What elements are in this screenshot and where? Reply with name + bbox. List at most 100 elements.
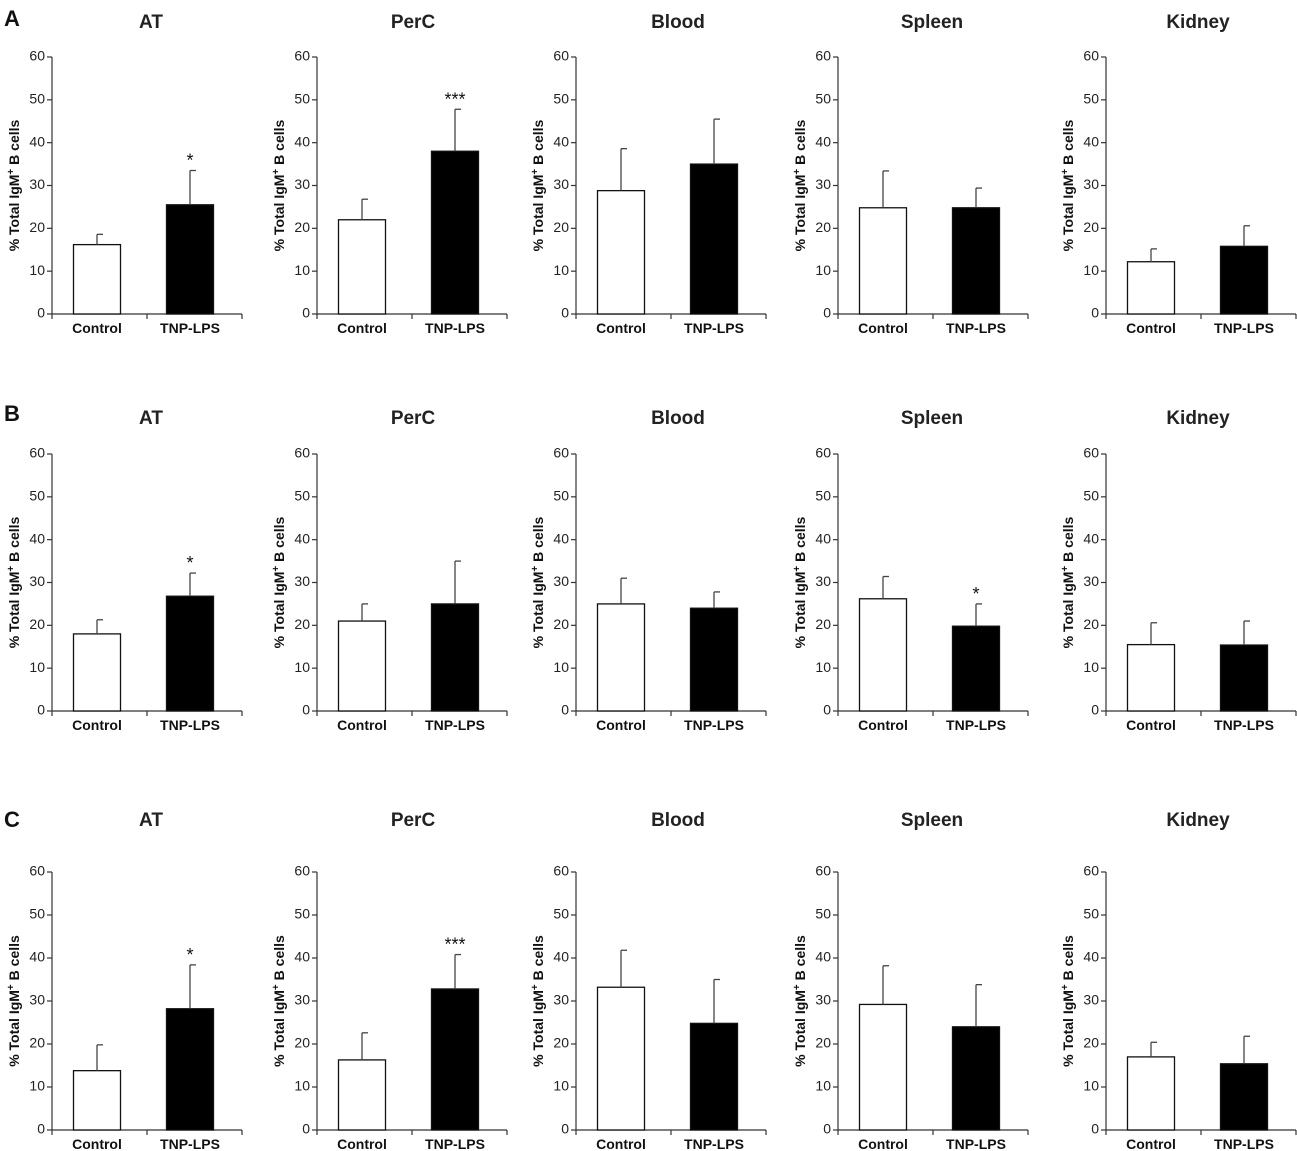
y-axis-label: % Total IgM+ B cells — [271, 516, 287, 648]
category-label-tnp-lps: TNP-LPS — [1214, 320, 1274, 336]
y-tick-label: 10 — [553, 262, 569, 278]
y-tick-label: 40 — [294, 133, 310, 149]
y-tick-label: 20 — [1083, 219, 1099, 235]
y-tick-label: 50 — [815, 906, 831, 922]
y-axis-label-suffix: B cells — [1060, 516, 1076, 565]
chart-b-perc: PerC 0 10 20 30 40 50 60 % Total IgM+ B cells Con… — [271, 408, 508, 733]
y-tick-label: 30 — [29, 992, 45, 1008]
y-axis-label-superscript: + — [530, 169, 541, 175]
y-tick-label: 40 — [1083, 133, 1099, 149]
y-tick-label: 30 — [553, 176, 569, 192]
chart-title: AT — [139, 408, 163, 429]
y-tick-label: 0 — [37, 702, 45, 718]
category-label-tnp-lps: TNP-LPS — [684, 717, 744, 733]
y-axis-label-superscript: + — [530, 566, 541, 572]
y-axis-label-suffix: B cells — [530, 119, 546, 168]
y-axis-label-text: % Total IgM — [6, 572, 22, 649]
y-tick-label: 20 — [553, 616, 569, 632]
chart-c-perc: PerC 0 10 20 30 40 50 60 % Total IgM+ B cells Con… — [271, 810, 508, 1151]
y-axis-label: % Total IgM+ B cells — [792, 935, 808, 1067]
y-tick-label: 40 — [294, 530, 310, 546]
bar-control — [72, 243, 122, 315]
category-label-tnp-lps: TNP-LPS — [684, 1136, 744, 1151]
y-tick-label: 30 — [294, 176, 310, 192]
bar-control — [1126, 643, 1176, 712]
category-label-tnp-lps: TNP-LPS — [1214, 1136, 1274, 1151]
chart-title: Spleen — [901, 810, 963, 831]
category-label-control: Control — [72, 717, 122, 733]
chart-c-kidney: Kidney 0 10 20 30 40 50 60 % Total IgM+ B cells C… — [1060, 810, 1297, 1151]
y-tick-label: 40 — [29, 530, 45, 546]
bar-control — [596, 189, 646, 315]
bar-tnp-lps — [165, 595, 215, 712]
chart-title: AT — [139, 810, 163, 831]
panel-letter-b: B — [4, 401, 20, 426]
y-axis-label-superscript: + — [530, 984, 541, 990]
y-axis-label: % Total IgM+ B cells — [792, 516, 808, 648]
y-tick-label: 10 — [1083, 262, 1099, 278]
y-tick-label: 10 — [815, 659, 831, 675]
y-tick-label: 10 — [294, 1078, 310, 1094]
y-tick-label: 0 — [1091, 305, 1099, 321]
chart-a-blood: Blood 0 10 20 30 40 50 60 % Total IgM+ B cells Co… — [530, 12, 767, 336]
y-tick-label: 50 — [815, 488, 831, 504]
bar-tnp-lps — [430, 150, 480, 315]
y-tick-label: 30 — [294, 992, 310, 1008]
y-axis-label-suffix: B cells — [792, 119, 808, 168]
y-tick-label: 50 — [29, 91, 45, 107]
category-label-control: Control — [858, 320, 908, 336]
bar-tnp-lps — [165, 1008, 215, 1131]
y-axis-label: % Total IgM+ B cells — [271, 119, 287, 251]
category-label-control: Control — [858, 717, 908, 733]
bar-tnp-lps — [689, 607, 739, 712]
panel-letter-c: C — [4, 807, 20, 832]
y-axis-label: % Total IgM+ B cells — [792, 119, 808, 251]
y-tick-label: 20 — [815, 219, 831, 235]
chart-title: Spleen — [901, 408, 963, 429]
chart-title: AT — [139, 12, 163, 33]
bar-control — [1126, 1056, 1176, 1131]
y-tick-label: 0 — [302, 1121, 310, 1137]
y-tick-label: 60 — [294, 445, 310, 461]
y-tick-label: 30 — [553, 992, 569, 1008]
category-label-control: Control — [1126, 320, 1176, 336]
chart-title: Blood — [651, 12, 705, 33]
y-axis-label-text: % Total IgM — [271, 572, 287, 649]
y-tick-label: 0 — [823, 702, 831, 718]
category-label-control: Control — [337, 717, 387, 733]
bar-control — [596, 603, 646, 712]
y-axis-label-suffix: B cells — [530, 935, 546, 984]
y-axis-label-superscript: + — [1060, 566, 1071, 572]
category-label-control: Control — [596, 1136, 646, 1151]
y-axis-label-text: % Total IgM — [6, 175, 22, 252]
y-tick-label: 10 — [294, 659, 310, 675]
chart-a-at: AT 0 10 20 30 40 50 60 % Total IgM+ B cells Contr… — [6, 12, 243, 336]
y-tick-label: 30 — [294, 573, 310, 589]
y-axis-label-text: % Total IgM — [1060, 572, 1076, 649]
bar-control — [1126, 261, 1176, 315]
y-axis-label-text: % Total IgM — [271, 175, 287, 252]
y-axis-label-suffix: B cells — [6, 935, 22, 984]
bar-control — [72, 633, 122, 712]
bar-control — [337, 219, 387, 315]
y-axis-label-suffix: B cells — [271, 935, 287, 984]
y-tick-label: 20 — [553, 1035, 569, 1051]
y-axis-label-suffix: B cells — [530, 516, 546, 565]
y-tick-label: 60 — [553, 863, 569, 879]
y-tick-label: 50 — [29, 488, 45, 504]
y-axis-label-text: % Total IgM — [530, 990, 546, 1067]
category-label-control: Control — [1126, 1136, 1176, 1151]
chart-title: Kidney — [1166, 810, 1230, 831]
y-axis-label: % Total IgM+ B cells — [6, 119, 22, 251]
y-tick-label: 50 — [294, 91, 310, 107]
chart-title: Spleen — [901, 12, 963, 33]
significance-mark: *** — [444, 89, 465, 109]
chart-title: PerC — [391, 810, 436, 831]
y-axis-label-text: % Total IgM — [1060, 990, 1076, 1067]
category-label-control: Control — [858, 1136, 908, 1151]
bar-control — [858, 1003, 908, 1131]
bar-control — [337, 1059, 387, 1131]
y-tick-label: 40 — [815, 949, 831, 965]
y-tick-label: 30 — [1083, 176, 1099, 192]
y-axis-label-superscript: + — [792, 566, 803, 572]
